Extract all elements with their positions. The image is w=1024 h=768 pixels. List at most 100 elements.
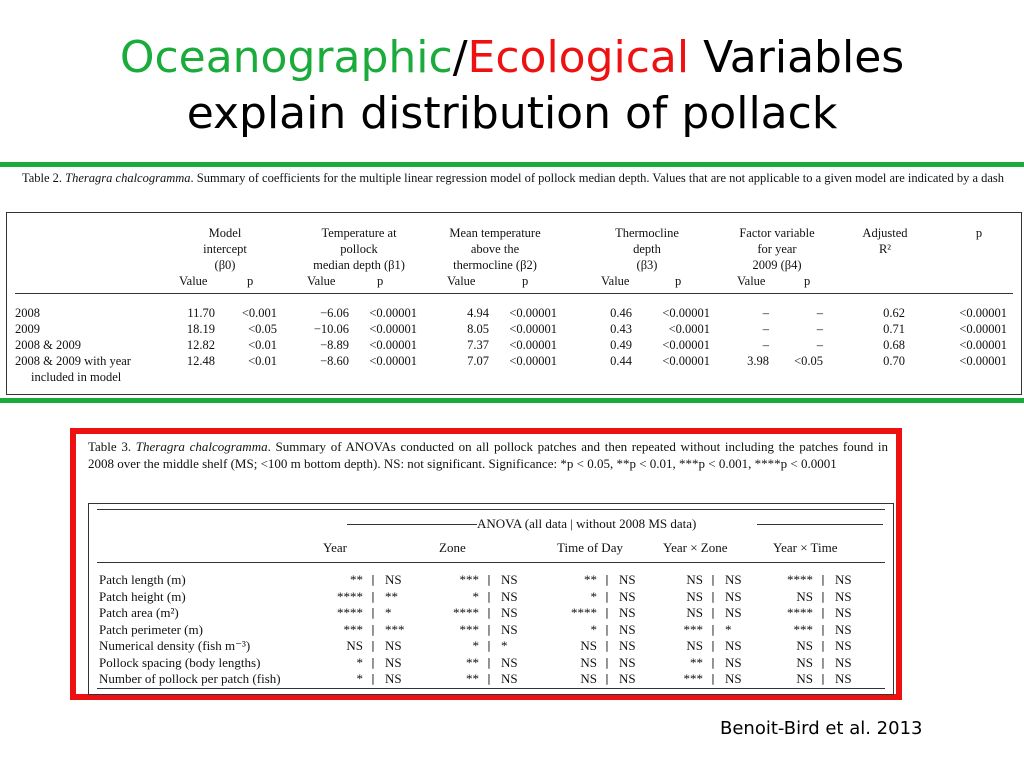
table-3-cell-all-data: ***	[459, 572, 480, 587]
table-2-cell: <0.05	[794, 354, 823, 368]
table-2-cell: <0.00001	[509, 306, 557, 320]
table-2-cell: <0.01	[248, 338, 277, 352]
table-3-cell-all-data: *	[356, 654, 364, 670]
table-3-row-label: Patch length (m)	[99, 572, 186, 587]
table-3-top-rule	[97, 509, 885, 510]
table-3-cell-without-ms: NS	[501, 588, 518, 604]
table-3-column-header: Year × Time	[773, 540, 838, 555]
table-3-cell-separator: |	[821, 606, 825, 619]
table-3-cell-without-ms: NS	[725, 654, 742, 670]
table-3-cell-all-data: NS	[686, 588, 703, 604]
table-3-header-rule	[97, 562, 885, 563]
table-3-column-header: Year	[323, 540, 347, 555]
table-3-cell-without-ms: NS	[835, 572, 852, 587]
table-3-cell-without-ms: NS	[385, 671, 402, 686]
title-word-ecological: Ecological	[467, 32, 690, 83]
table-2: Table 2. Theragra chalcogramma. Summary …	[4, 170, 1022, 396]
table-3-group-rule-left	[347, 524, 477, 525]
table-2-header-thermo: (β3)	[636, 258, 658, 272]
table-2-header-adjr2: R²	[878, 242, 892, 256]
table-3-cell-without-ms: ***	[385, 621, 405, 637]
table-2-subheader-p: p	[675, 274, 682, 288]
table-2-cell: 11.70	[187, 306, 215, 320]
table-3-cell-without-ms: NS	[619, 605, 636, 620]
table-3-cell-separator: |	[371, 573, 375, 586]
table-3-cell-without-ms: NS	[835, 654, 852, 670]
table-3-cell-all-data: NS	[686, 572, 703, 587]
table-3-column-header: Year × Zone	[663, 540, 728, 555]
table-3-cell-separator: |	[605, 589, 609, 603]
table-3-cell-without-ms: NS	[725, 671, 742, 686]
table-2-subheader-value: Value	[447, 274, 476, 288]
table-3-cell-without-ms: NS	[725, 638, 742, 653]
table-2-row-label: included in model	[31, 370, 122, 384]
table-2-cell: 0.43	[610, 322, 632, 336]
table-3-cell-without-ms: NS	[725, 572, 742, 587]
table-3-cell-all-data: ****	[571, 605, 597, 620]
table-2-caption-label: Table 2.	[21, 171, 66, 185]
title-slash: /	[452, 32, 468, 83]
table-3-cell-without-ms: NS	[501, 671, 518, 686]
table-2-cell: <0.001	[241, 306, 277, 320]
table-3-cell-all-data: NS	[686, 605, 703, 620]
table-2-cell: –	[816, 338, 823, 352]
table-3-cell-all-data: ***	[683, 621, 704, 637]
table-3-cell-all-data: **	[690, 654, 703, 670]
table-2-header-adjr2: Adjusted	[862, 226, 908, 240]
table-3-cell-without-ms: NS	[619, 654, 636, 670]
table-3-cell-separator: |	[821, 672, 825, 685]
table-3-cell-without-ms: NS	[501, 572, 518, 587]
slide-title: Oceanographic/Ecological Variables expla…	[0, 30, 1024, 142]
table-2-header-intercept: intercept	[203, 242, 247, 256]
table-2-row-label: 2009	[15, 322, 40, 336]
table-3-cell-all-data: *	[472, 588, 480, 604]
table-3-body: ANOVA (all data | without 2008 MS data) Y…	[88, 503, 894, 695]
table-3-cell-separator: |	[711, 589, 715, 603]
title-word-variables: Variables	[689, 32, 905, 83]
table-2-header-temp: Temperature at	[321, 226, 397, 240]
table-3-cell-all-data: *	[472, 638, 480, 653]
title-line-1: Oceanographic/Ecological Variables	[0, 30, 1024, 86]
table-2-header-meantemp: above the	[470, 242, 520, 256]
table-2-cell: <0.00001	[959, 322, 1007, 336]
table-2-cell: <0.00001	[369, 354, 417, 368]
table-3-cell-separator: |	[711, 655, 715, 669]
table-3-cell-without-ms: NS	[619, 638, 636, 653]
table-3-cell-separator: |	[711, 622, 715, 636]
table-3-caption-species: Theragra chalcogramma	[135, 439, 268, 454]
table-3-cell-all-data: NS	[686, 638, 703, 653]
table-3-group-rule-right	[757, 524, 883, 525]
table-3-row-label: Patch height (m)	[99, 588, 186, 604]
table-2-header-meantemp: thermocline (β2)	[453, 258, 537, 272]
table-3-cell-all-data: ***	[459, 621, 480, 637]
table-3-cell-without-ms: NS	[501, 654, 518, 670]
title-line-2: explain distribution of pollack	[186, 88, 838, 139]
table-2-header-thermo: depth	[633, 242, 661, 256]
table-3-cell-all-data: ****	[337, 605, 363, 620]
table-3-cell-without-ms: NS	[725, 605, 742, 620]
table-2-cell: 0.70	[883, 354, 905, 368]
table-2-cell: –	[762, 338, 769, 352]
table-3-highlight-frame: Table 3. Theragra chalcogramma. Summary …	[70, 428, 902, 700]
table-3-cell-without-ms: NS	[835, 671, 852, 686]
table-2-body: Model intercept (β0) Temperature at pollock m…	[6, 212, 1022, 395]
table-2-cell: –	[762, 322, 769, 336]
table-2-subheader-p: p	[522, 274, 529, 288]
table-3-column-header: Zone	[439, 540, 466, 555]
table-2-header-thermo: Thermocline	[615, 226, 679, 240]
table-2-cell: <0.00001	[662, 306, 710, 320]
table-3-cell-without-ms: NS	[385, 638, 402, 653]
table-3-cell-separator: |	[371, 606, 375, 619]
table-3-cell-separator: |	[487, 639, 491, 652]
table-2-subheader-value: Value	[737, 274, 766, 288]
table-3-cell-without-ms: NS	[619, 671, 636, 686]
table-3-cell-without-ms: NS	[619, 572, 636, 587]
table-3-cell-separator: |	[487, 606, 491, 619]
table-3: Table 3. Theragra chalcogramma. Summary …	[88, 438, 894, 695]
table-2-cell: <0.00001	[369, 306, 417, 320]
table-3-cell-all-data: NS	[346, 638, 363, 653]
table-2-cell: <0.00001	[959, 306, 1007, 320]
table-2-cell: 18.19	[186, 322, 215, 336]
table-2-cell: −10.06	[313, 322, 349, 336]
table-3-cell-without-ms: NS	[835, 605, 852, 620]
